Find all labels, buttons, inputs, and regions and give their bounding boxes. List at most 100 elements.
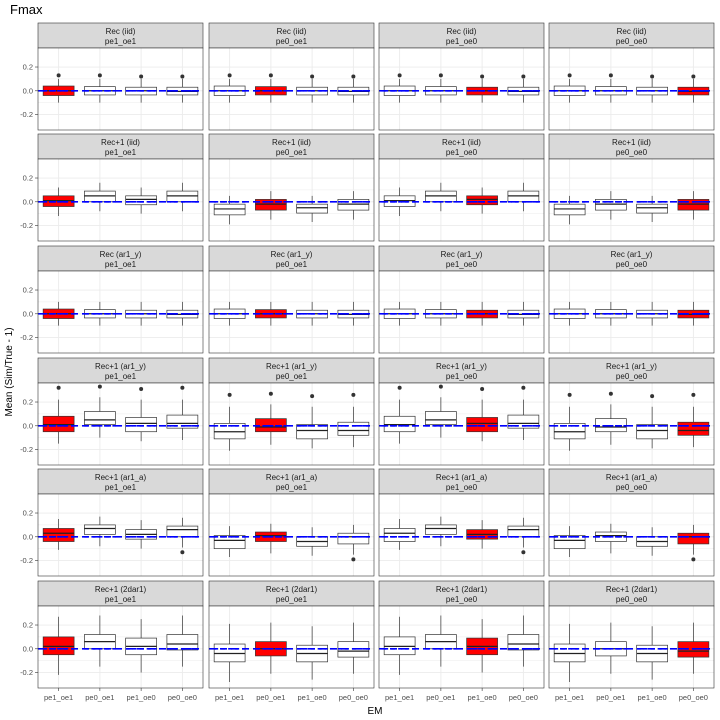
box xyxy=(553,535,586,550)
outlier-point xyxy=(351,557,356,562)
box xyxy=(166,414,199,429)
facet-strip xyxy=(37,245,204,272)
strip-label-scenario: pe1_oe1 xyxy=(105,483,137,492)
facet-panel: Rec+1 (ar1_y)pe1_oe1 -0.2 0.0 0.2 xyxy=(20,357,204,466)
y-tick-label: 0.0 xyxy=(23,532,33,541)
strip-label-scenario: pe0_oe1 xyxy=(276,372,308,381)
strip-label-model: Rec (iid) xyxy=(106,27,136,36)
facet-panel: Rec (ar1_y)pe0_oe0 xyxy=(548,245,715,354)
box xyxy=(507,525,540,538)
panel-border xyxy=(548,158,715,242)
outlier-point xyxy=(650,394,655,399)
strip-label-scenario: pe1_oe0 xyxy=(446,595,478,604)
panel-border xyxy=(37,270,204,354)
facet-panel: Rec (iid)pe0_oe0 xyxy=(548,22,715,131)
outlier-point xyxy=(268,391,273,396)
box xyxy=(84,411,116,425)
facet-panel: Rec (iid)pe1_oe1 -0.2 0.0 0.2 xyxy=(20,22,204,131)
outlier-point xyxy=(139,386,144,391)
facet-strip xyxy=(37,580,204,607)
strip-label-model: Rec+1 (ar1_y) xyxy=(606,362,657,371)
y-tick-label: 0.2 xyxy=(23,509,33,518)
facet-panel: Rec (ar1_y)pe1_oe0 xyxy=(378,245,545,354)
box xyxy=(337,421,370,436)
facet-panel: Rec+1 (ar1_y)pe1_oe0 xyxy=(378,357,545,466)
outlier-point xyxy=(180,385,185,390)
strip-label-model: Rec+1 (ar1_a) xyxy=(266,473,318,482)
outlier-point xyxy=(650,74,655,79)
strip-label-model: Rec (iid) xyxy=(617,27,647,36)
facet-strip xyxy=(378,22,545,49)
facet-panel: Rec (iid)pe0_oe1 xyxy=(208,22,375,131)
panel-border xyxy=(378,605,545,689)
facet-strip xyxy=(378,468,545,495)
outlier-point xyxy=(268,73,273,78)
outlier-point xyxy=(521,385,526,390)
panel-border xyxy=(378,382,545,466)
box-highlighted xyxy=(42,528,75,542)
outlier-point xyxy=(608,73,613,78)
strip-label-model: Rec (ar1_y) xyxy=(441,250,483,259)
box-highlighted xyxy=(466,417,498,433)
outlier-point xyxy=(351,392,356,397)
y-tick-label: 0.2 xyxy=(23,286,33,295)
facet-strip xyxy=(378,133,545,160)
box xyxy=(125,417,157,433)
strip-label-scenario: pe1_oe0 xyxy=(446,483,478,492)
facet-panel: Rec (iid)pe1_oe0 xyxy=(378,22,545,131)
outlier-point xyxy=(567,392,572,397)
panel-border xyxy=(548,47,715,131)
facet-panel: Rec+1 (iid)pe0_oe0 xyxy=(548,133,715,242)
outlier-point xyxy=(691,74,696,79)
strip-label-scenario: pe0_oe1 xyxy=(276,260,308,269)
facet-strip xyxy=(37,468,204,495)
box-highlighted xyxy=(466,195,498,206)
outlier-point xyxy=(608,391,613,396)
y-tick-label: 0.0 xyxy=(23,86,33,95)
facet-strip xyxy=(208,245,375,272)
strip-label-model: Rec+1 (iid) xyxy=(101,138,140,147)
box xyxy=(507,414,540,429)
panel-border xyxy=(548,493,715,577)
strip-label-model: Rec+1 (2dar1) xyxy=(436,585,488,594)
facet-strip xyxy=(548,245,715,272)
facet-strip xyxy=(378,245,545,272)
box xyxy=(125,195,157,206)
panel-border xyxy=(208,270,375,354)
box xyxy=(425,524,457,535)
panel-border xyxy=(208,158,375,242)
facet-panel: Rec+1 (ar1_a)pe1_oe0 xyxy=(378,468,545,577)
strip-label-model: Rec+1 (2dar1) xyxy=(95,585,147,594)
outlier-point xyxy=(397,73,402,78)
panel-border xyxy=(378,158,545,242)
facet-panel: Rec+1 (ar1_y)pe0_oe0 xyxy=(548,357,715,466)
strip-label-model: Rec+1 (ar1_y) xyxy=(436,362,487,371)
x-tick-label: pe0_oe0 xyxy=(168,693,197,702)
x-tick-label: pe0_oe1 xyxy=(256,693,285,702)
strip-label-scenario: pe0_oe1 xyxy=(276,595,308,604)
panel-border xyxy=(37,47,204,131)
x-tick-label: pe1_oe0 xyxy=(468,693,497,702)
strip-label-scenario: pe1_oe0 xyxy=(446,37,478,46)
strip-label-model: Rec (ar1_y) xyxy=(271,250,313,259)
outlier-point xyxy=(438,73,443,78)
y-tick-label: 0.0 xyxy=(23,197,33,206)
y-tick-label: 0.2 xyxy=(23,174,33,183)
facet-strip xyxy=(37,133,204,160)
box xyxy=(166,634,199,651)
facet-strip xyxy=(37,22,204,49)
strip-label-scenario: pe0_oe0 xyxy=(616,148,648,157)
box-highlighted xyxy=(677,421,710,436)
box xyxy=(337,532,370,545)
x-tick-label: pe1_oe1 xyxy=(215,693,244,702)
strip-label-scenario: pe0_oe0 xyxy=(616,260,648,269)
box xyxy=(425,411,457,425)
facet-panel: Rec+1 (ar1_y)pe0_oe1 xyxy=(208,357,375,466)
y-tick-label: 0.0 xyxy=(23,309,33,318)
y-tick-label: -0.2 xyxy=(20,333,33,342)
box xyxy=(383,528,416,542)
